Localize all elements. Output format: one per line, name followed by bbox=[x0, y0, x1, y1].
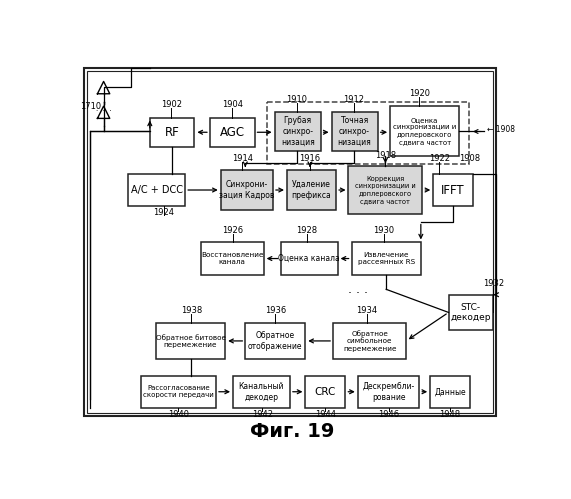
Text: 1910: 1910 bbox=[287, 95, 307, 104]
Text: 1938: 1938 bbox=[181, 306, 202, 315]
Bar bbox=[348, 166, 423, 214]
Text: Извлечение
рассеянных RS: Извлечение рассеянных RS bbox=[357, 252, 415, 265]
Bar bbox=[305, 376, 345, 408]
Text: 1942: 1942 bbox=[252, 410, 273, 419]
Text: Дескрембли-
рование: Дескрембли- рование bbox=[363, 382, 415, 402]
Text: Канальный
декодер: Канальный декодер bbox=[239, 382, 284, 402]
Text: 1928: 1928 bbox=[296, 227, 317, 236]
Bar bbox=[332, 112, 378, 151]
Text: Грубая
синхро-
низация: Грубая синхро- низация bbox=[281, 116, 315, 147]
Bar bbox=[267, 102, 469, 164]
Text: 1920: 1920 bbox=[409, 89, 430, 98]
Bar bbox=[210, 118, 255, 147]
Bar bbox=[128, 174, 185, 206]
Text: 1936: 1936 bbox=[265, 306, 286, 315]
Text: 1912: 1912 bbox=[343, 95, 364, 104]
Bar bbox=[333, 323, 406, 359]
Bar bbox=[150, 118, 195, 147]
Bar bbox=[449, 295, 493, 330]
Text: STC-
декодер: STC- декодер bbox=[451, 302, 491, 322]
Text: Рассогласование
скорости передачи: Рассогласование скорости передачи bbox=[143, 385, 214, 398]
Bar bbox=[200, 243, 264, 275]
Bar bbox=[433, 174, 473, 206]
Text: 1948: 1948 bbox=[440, 410, 461, 419]
Text: ·  ·  ·: · · · bbox=[96, 108, 111, 114]
Text: 1922: 1922 bbox=[429, 154, 450, 163]
Text: 1902: 1902 bbox=[161, 100, 182, 109]
Text: Данные: Данные bbox=[435, 387, 466, 396]
Text: Коррекция
синхронизации и
доплеровского
сдвига частот: Коррекция синхронизации и доплеровского … bbox=[355, 176, 416, 204]
Text: 1914: 1914 bbox=[232, 154, 253, 163]
Polygon shape bbox=[98, 106, 110, 118]
Text: . . .: . . . bbox=[348, 283, 368, 296]
Bar bbox=[246, 323, 305, 359]
Bar bbox=[287, 170, 336, 210]
Text: RF: RF bbox=[165, 126, 179, 139]
Bar bbox=[357, 376, 419, 408]
Bar bbox=[352, 243, 421, 275]
Text: Обратное
отображение: Обратное отображение bbox=[248, 331, 303, 351]
Bar bbox=[390, 106, 459, 156]
Bar bbox=[430, 376, 470, 408]
Text: Оценка канала: Оценка канала bbox=[278, 254, 340, 263]
Bar bbox=[87, 71, 493, 413]
Bar bbox=[220, 170, 273, 210]
Text: 1946: 1946 bbox=[378, 410, 399, 419]
Text: 1924: 1924 bbox=[153, 208, 174, 217]
Text: 1908: 1908 bbox=[460, 154, 481, 163]
Text: Удаление
префикса: Удаление префикса bbox=[292, 180, 331, 200]
Text: Точная
синхро-
низация: Точная синхро- низация bbox=[338, 116, 372, 147]
Text: 1926: 1926 bbox=[222, 227, 243, 236]
Text: 1916: 1916 bbox=[299, 154, 320, 163]
Polygon shape bbox=[98, 81, 110, 94]
Bar bbox=[140, 376, 216, 408]
Text: Оценка
синхронизации и
доплеровского
сдвига частот: Оценка синхронизации и доплеровского сдв… bbox=[393, 117, 456, 145]
Text: Синхрони-
зация Кадров: Синхрони- зация Кадров bbox=[219, 180, 275, 200]
Text: 1710: 1710 bbox=[81, 102, 102, 111]
Text: 1930: 1930 bbox=[373, 227, 395, 236]
Bar bbox=[281, 243, 337, 275]
Text: 1932: 1932 bbox=[482, 278, 504, 288]
Text: Фиг. 19: Фиг. 19 bbox=[250, 422, 335, 441]
Text: 1918: 1918 bbox=[375, 151, 396, 160]
Text: ← 1908: ← 1908 bbox=[487, 125, 515, 134]
Bar bbox=[233, 376, 290, 408]
Text: 1940: 1940 bbox=[168, 410, 189, 419]
Text: 1944: 1944 bbox=[315, 410, 336, 419]
Text: Восстановление
канала: Восстановление канала bbox=[201, 252, 263, 265]
Text: 1904: 1904 bbox=[222, 100, 243, 109]
Bar bbox=[156, 323, 226, 359]
Text: IFFT: IFFT bbox=[441, 184, 465, 197]
Bar bbox=[275, 112, 321, 151]
Text: Обратное
симбольное
перемежение: Обратное симбольное перемежение bbox=[343, 330, 396, 352]
Text: AGC: AGC bbox=[220, 126, 245, 139]
Text: A/C + DCC: A/C + DCC bbox=[131, 185, 183, 195]
Text: Обратное битовое
перемежение: Обратное битовое перемежение bbox=[156, 334, 226, 348]
Text: 1934: 1934 bbox=[356, 306, 377, 315]
Text: CRC: CRC bbox=[315, 387, 336, 397]
